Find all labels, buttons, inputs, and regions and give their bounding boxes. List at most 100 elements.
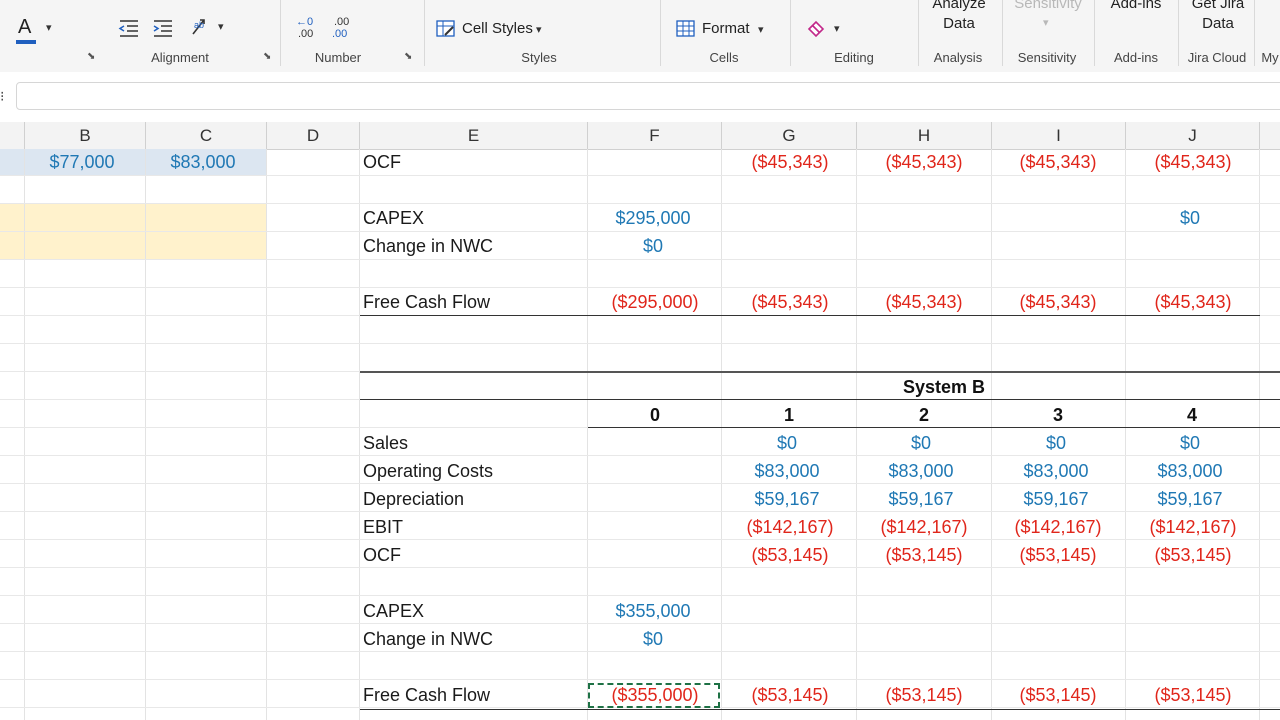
system-a-fcf-y4[interactable]: ($45,343) bbox=[1154, 292, 1232, 312]
addins-label: Add-ins bbox=[1110, 0, 1162, 12]
group-label-cells: Cells bbox=[709, 50, 739, 65]
increase-indent-button[interactable] bbox=[152, 18, 174, 40]
system-b-fcf-y0[interactable]: ($355,000) bbox=[611, 685, 699, 705]
column-header-K[interactable] bbox=[1260, 122, 1280, 150]
system-b-depreciation-y3[interactable]: $59,167 bbox=[1023, 489, 1089, 509]
system-a-ocf-y2[interactable]: ($45,343) bbox=[885, 152, 963, 172]
system-b-ebit-y4[interactable]: ($142,167) bbox=[1149, 517, 1237, 537]
system-a-ocf-y4[interactable]: ($45,343) bbox=[1154, 152, 1232, 172]
system-b-ebit-label[interactable]: EBIT bbox=[363, 517, 404, 537]
cell-styles-button[interactable]: Cell Styles ▾ bbox=[436, 18, 556, 42]
system-b-year-3[interactable]: 3 bbox=[1052, 405, 1064, 425]
system-b-title[interactable]: System B bbox=[902, 377, 986, 397]
orientation-button[interactable]: ab ▾ bbox=[190, 16, 230, 40]
font-color-button[interactable]: A ▾ bbox=[16, 16, 56, 44]
cell-B-value[interactable]: $77,000 bbox=[49, 152, 115, 172]
system-a-capex-label[interactable]: CAPEX bbox=[363, 208, 425, 228]
system-b-year-0[interactable]: 0 bbox=[649, 405, 661, 425]
system-b-sales-y3[interactable]: $0 bbox=[1045, 433, 1067, 453]
alignment-dialog-launcher-icon[interactable]: ⬊ bbox=[263, 51, 272, 62]
system-b-sales-y2[interactable]: $0 bbox=[910, 433, 932, 453]
column-header-H[interactable]: H bbox=[857, 122, 992, 150]
alignment-launcher-icon[interactable]: ⬊ bbox=[87, 51, 96, 62]
system-a-capex-y4[interactable]: $0 bbox=[1179, 208, 1201, 228]
system-b-ocf-y1[interactable]: ($53,145) bbox=[751, 545, 829, 565]
cell-styles-label: Cell Styles bbox=[462, 20, 533, 37]
system-a-ocf-label[interactable]: OCF bbox=[363, 152, 401, 172]
column-header-E[interactable]: E bbox=[360, 122, 588, 150]
system-b-sales-y1[interactable]: $0 bbox=[776, 433, 798, 453]
system-a-nwc-label[interactable]: Change in NWC bbox=[363, 236, 494, 256]
group-separator bbox=[280, 0, 281, 66]
clear-button[interactable]: ▾ bbox=[806, 18, 846, 42]
system-a-fcf-label[interactable]: Free Cash Flow bbox=[363, 292, 491, 312]
system-a-capex-y0[interactable]: $295,000 bbox=[615, 208, 691, 228]
system-b-ocf-y2[interactable]: ($53,145) bbox=[885, 545, 963, 565]
system-b-year-4[interactable]: 4 bbox=[1186, 405, 1198, 425]
increase-indent-icon bbox=[153, 20, 172, 37]
grid-col-line bbox=[359, 149, 360, 720]
grid-row-line bbox=[0, 203, 1280, 204]
decrease-indent-button[interactable] bbox=[118, 18, 140, 40]
column-header-D[interactable]: D bbox=[267, 122, 360, 150]
system-b-depreciation-label[interactable]: Depreciation bbox=[363, 489, 465, 509]
system-b-ebit-y1[interactable]: ($142,167) bbox=[746, 517, 834, 537]
system-b-depreciation-y4[interactable]: $59,167 bbox=[1157, 489, 1223, 509]
grid-row-line bbox=[0, 623, 1280, 624]
addins-button[interactable]: Add-ins bbox=[1100, 0, 1172, 38]
system-b-ocf-y4[interactable]: ($53,145) bbox=[1154, 545, 1232, 565]
system-b-nwc-y0[interactable]: $0 bbox=[642, 629, 664, 649]
analyze-data-button[interactable]: Analyze Data bbox=[924, 0, 994, 38]
group-label-sensitivity: Sensitivity bbox=[1017, 50, 1077, 65]
system-b-depreciation-y1[interactable]: $59,167 bbox=[754, 489, 820, 509]
system-a-fcf-y1[interactable]: ($45,343) bbox=[751, 292, 829, 312]
system-b-ebit-y3[interactable]: ($142,167) bbox=[1014, 517, 1102, 537]
system-b-fcf-y3[interactable]: ($53,145) bbox=[1019, 685, 1097, 705]
system-a-fcf-y2[interactable]: ($45,343) bbox=[885, 292, 963, 312]
format-icon bbox=[676, 20, 695, 37]
column-header-B[interactable]: B bbox=[25, 122, 146, 150]
column-header-F[interactable]: F bbox=[588, 122, 722, 150]
formula-input[interactable] bbox=[16, 82, 1280, 110]
grid-row-line bbox=[0, 511, 1280, 512]
system-b-nwc-label[interactable]: Change in NWC bbox=[363, 629, 494, 649]
grid-col-line bbox=[856, 149, 857, 720]
system-a-fcf-y0[interactable]: ($295,000) bbox=[611, 292, 699, 312]
column-header-G[interactable]: G bbox=[722, 122, 857, 150]
system-b-fcf-label[interactable]: Free Cash Flow bbox=[363, 685, 491, 705]
system-b-opcosts-label[interactable]: Operating Costs bbox=[363, 461, 494, 481]
system-a-ocf-y3[interactable]: ($45,343) bbox=[1019, 152, 1097, 172]
column-header-row-left bbox=[0, 122, 25, 150]
system-b-depreciation-y2[interactable]: $59,167 bbox=[888, 489, 954, 509]
system-b-opcosts-y3[interactable]: $83,000 bbox=[1023, 461, 1089, 481]
system-b-opcosts-y2[interactable]: $83,000 bbox=[888, 461, 954, 481]
decrease-decimal-button[interactable]: .00 .00 bbox=[332, 16, 358, 44]
format-button[interactable]: Format ▾ bbox=[676, 18, 776, 42]
system-b-ocf-label[interactable]: OCF bbox=[363, 545, 401, 565]
get-jira-data-button[interactable]: Get Jira Data bbox=[1182, 0, 1254, 38]
system-b-fcf-y4[interactable]: ($53,145) bbox=[1154, 685, 1232, 705]
system-b-year-1[interactable]: 1 bbox=[783, 405, 795, 425]
system-b-ebit-y2[interactable]: ($142,167) bbox=[880, 517, 968, 537]
system-b-sales-y4[interactable]: $0 bbox=[1179, 433, 1201, 453]
system-b-capex-y0[interactable]: $355,000 bbox=[615, 601, 691, 621]
system-b-ocf-y3[interactable]: ($53,145) bbox=[1019, 545, 1097, 565]
system-b-fcf-y1[interactable]: ($53,145) bbox=[751, 685, 829, 705]
system-b-opcosts-y1[interactable]: $83,000 bbox=[754, 461, 820, 481]
system-b-year-2[interactable]: 2 bbox=[918, 405, 930, 425]
system-b-fcf-y2[interactable]: ($53,145) bbox=[885, 685, 963, 705]
group-separator bbox=[660, 0, 661, 66]
system-a-ocf-y1[interactable]: ($45,343) bbox=[751, 152, 829, 172]
column-header-C[interactable]: C bbox=[146, 122, 267, 150]
column-header-I[interactable]: I bbox=[992, 122, 1126, 150]
column-header-J[interactable]: J bbox=[1126, 122, 1260, 150]
system-b-capex-label[interactable]: CAPEX bbox=[363, 601, 425, 621]
cell-C-value[interactable]: $83,000 bbox=[170, 152, 236, 172]
system-a-nwc-y0[interactable]: $0 bbox=[642, 236, 664, 256]
increase-decimal-button[interactable]: ←0 .00 bbox=[296, 16, 322, 44]
system-b-opcosts-y4[interactable]: $83,000 bbox=[1157, 461, 1223, 481]
decrease-decimal-label: .00 bbox=[332, 28, 348, 40]
system-a-fcf-y3[interactable]: ($45,343) bbox=[1019, 292, 1097, 312]
system-b-sales-label[interactable]: Sales bbox=[363, 433, 409, 453]
number-dialog-launcher-icon[interactable]: ⬊ bbox=[404, 51, 413, 62]
